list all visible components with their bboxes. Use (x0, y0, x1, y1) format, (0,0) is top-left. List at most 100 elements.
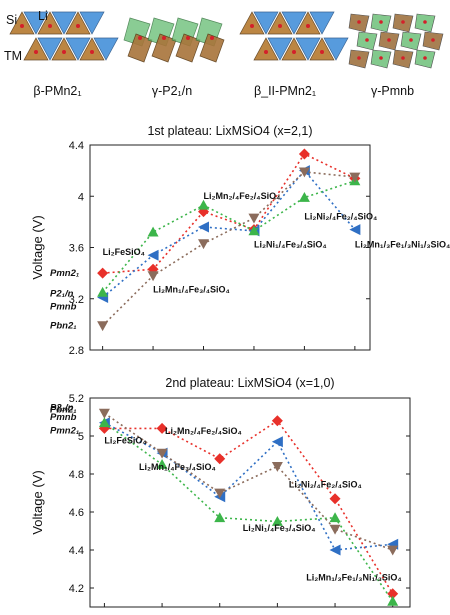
data-point-tri-up (198, 199, 210, 210)
data-point-tri-up (156, 459, 168, 469)
si-tetrahedron (295, 37, 321, 61)
li-atom (210, 36, 214, 40)
crystal-structures-row: β-PMn2₁ γ-P2₁/n β_II-PMn2₁ γ-Pmnb Si Li TM (4, 9, 444, 98)
li-atom (76, 24, 80, 28)
phase-label: Pbn2₁ (50, 404, 77, 415)
plot-frame (89, 397, 411, 608)
y-tick-label: 4.2 (69, 583, 84, 595)
structure-beta-pmn21: β-PMn2₁ (9, 11, 119, 98)
tm-polyhedron (175, 33, 201, 63)
compound-label: Li₂FeSiO₄ (103, 247, 145, 257)
structure-gamma-pmnb: γ-Pmnb (348, 13, 444, 98)
tm-tetrahedron (79, 37, 105, 61)
data-point-diamond (329, 493, 341, 505)
li-atom (365, 38, 369, 42)
chart-title: 2nd plateau: LixMSiO4 (x=1,0) (165, 376, 334, 390)
tm-tetrahedron (37, 11, 63, 35)
phase-label: Pmn2₁ (50, 268, 79, 279)
y-tick-label: 4.8 (69, 469, 84, 481)
compound-label: Li₂Mn₁/₄Fe₃/₄SiO₄ (139, 462, 216, 472)
compound-label: Li₂Mn₁/₃Fe₁/₃Ni₁/₃SiO₄ (306, 572, 401, 582)
si-tetrahedron (323, 37, 349, 61)
li-atom (250, 24, 254, 28)
series-line-pbn21 (103, 412, 393, 551)
phase-label: Pbn2₁ (50, 321, 77, 332)
y-axis-label: Voltage (V) (30, 215, 45, 279)
y-tick-label: 2.8 (69, 345, 84, 357)
compound-label: Li₂Mn₂/₄Fe₂/₄SiO₄ (204, 191, 281, 201)
compound-label: Li₂Ni₂/₄Fe₂/₄SiO₄ (304, 211, 377, 221)
tm-polyhedron (127, 33, 153, 63)
compound-label: Li₂Ni₁/₄Fe₃/₄SiO₄ (243, 523, 316, 533)
compound-label: Li₂Mn₂/₄Fe₂/₄SiO₄ (165, 426, 242, 436)
data-point-tri-down (349, 172, 361, 183)
y-tick-label: 5.2 (69, 393, 84, 405)
data-point-tri-down (298, 167, 310, 178)
compound-label: Li₂Ni₁/₄Fe₃/₄SiO₄ (254, 240, 327, 250)
phase-label: Pmnb (50, 301, 77, 312)
li-atom (278, 24, 282, 28)
y-tick-label: 4.4 (69, 140, 84, 152)
y-tick-label: 4.4 (69, 545, 84, 557)
structure-label: γ-Pmnb (371, 84, 414, 98)
tm-tetrahedron (281, 37, 307, 61)
y-tick-label: 5 (78, 431, 84, 443)
li-atom (138, 36, 142, 40)
data-point-tri-up (147, 226, 159, 237)
li-atom (357, 20, 361, 24)
si-tetrahedron (79, 11, 105, 35)
plateau-1-chart: 1st plateau: LixMSiO4 (x=2,1) 2.8 3.2 3.6 4 4… (30, 124, 450, 357)
phase-label: P2₁/n (50, 289, 74, 300)
compound-label: Li₂Ni₂/₄Fe₂/₄SiO₄ (289, 479, 362, 489)
li-atom (387, 38, 391, 42)
data-point-tri-up (214, 512, 226, 523)
li-atom (306, 24, 310, 28)
data-point-tri-left (147, 249, 159, 261)
label-li: Li (38, 9, 48, 23)
data-point-tri-down (387, 545, 399, 556)
tm-tetrahedron (51, 37, 77, 61)
li-atom (431, 38, 435, 42)
compound-label: Li₂FeSiO₄ (104, 436, 146, 446)
data-point-tri-down (329, 524, 341, 535)
compound-label: Li₂Mn₁/₃Fe₁/₃Ni₁/₃SiO₄ (355, 240, 450, 250)
y-axis-label: Voltage (V) (30, 470, 45, 534)
si-tetrahedron (253, 11, 279, 35)
data-point-tri-up (98, 417, 110, 428)
structure-label: β-PMn2₁ (33, 84, 81, 98)
li-atom (186, 36, 190, 40)
data-point-tri-down (198, 239, 210, 250)
li-atom (409, 38, 413, 42)
phase-label: P2₁/n (50, 403, 74, 414)
si-tetrahedron (65, 37, 91, 61)
data-point-tri-down (156, 448, 168, 459)
data-point-diamond (156, 422, 168, 434)
li-atom (292, 50, 296, 54)
series-line-pmn21 (102, 152, 356, 274)
data-point-diamond (271, 415, 283, 427)
phase-label: Pmnb (50, 412, 77, 423)
series-line-pmnb (101, 180, 356, 293)
y-tick-label: 4 (78, 191, 84, 203)
li-atom (90, 50, 94, 54)
tm-tetrahedron (253, 37, 279, 61)
si-tetrahedron (281, 11, 307, 35)
li-atom (423, 56, 427, 60)
data-point-tri-down (98, 408, 110, 419)
data-point-diamond (214, 453, 226, 465)
tm-tetrahedron (295, 11, 321, 35)
label-si: Si (6, 13, 17, 27)
li-atom (357, 56, 361, 60)
li-atom (379, 56, 383, 60)
compound-label: Li₂Mn₁/₄Fe₃/₄SiO₄ (153, 284, 230, 294)
data-point-tri-left (271, 436, 283, 448)
data-point-tri-up (248, 225, 260, 236)
data-point-tri-up (97, 286, 109, 297)
li-atom (320, 50, 324, 54)
si-tetrahedron (309, 11, 335, 35)
structure-betaII-pmn21: β_II-PMn2₁ (239, 11, 349, 98)
li-atom (401, 56, 405, 60)
data-point-tri-down (97, 321, 109, 332)
data-point-tri-down (214, 488, 226, 499)
data-point-tri-left (329, 544, 341, 556)
